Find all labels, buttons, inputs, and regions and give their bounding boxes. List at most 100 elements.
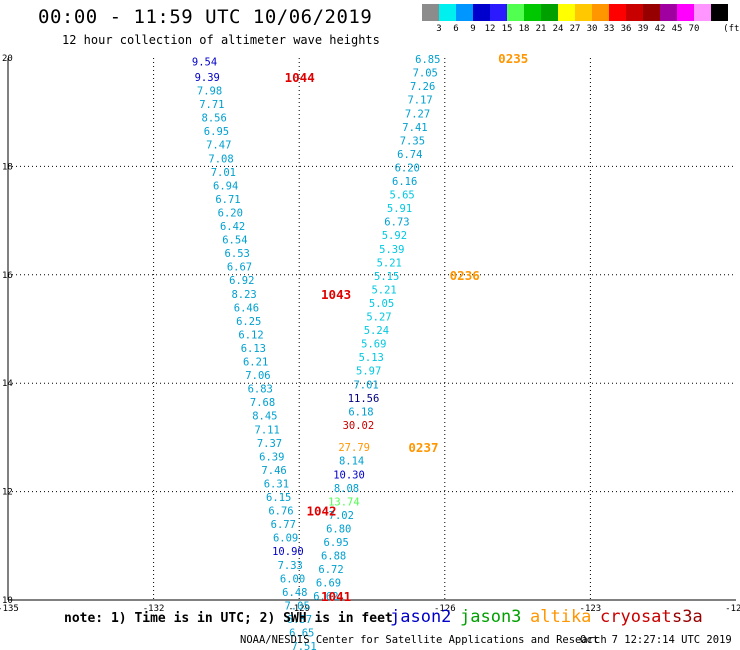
scale-label: 45 [671,24,683,34]
y-tick-label: 14 [2,379,13,389]
swh-observation: 6.85 [415,54,440,66]
scale-swatch [592,4,609,21]
swh-observation: 6.95 [324,537,349,549]
y-tick-label: 10 [2,596,13,606]
scale-swatch [524,4,541,21]
swh-observation: 5.65 [389,190,414,202]
swh-observation: 8.14 [339,456,364,468]
swh-observation: 6.69 [316,578,341,590]
scale-label: 33 [603,24,615,34]
swh-observation: 6.16 [392,176,417,188]
scale-swatch [694,4,711,21]
scale-label: 42 [654,24,666,34]
swh-observation: 7.35 [400,135,425,147]
scale-label: 36 [620,24,632,34]
scale-label: 30 [586,24,598,34]
scale-swatch [507,4,524,21]
swh-observation: 5.27 [366,312,391,324]
swh-observation: 6.25 [236,316,261,328]
y-tick-label: 20 [2,54,13,64]
pass-time-label: 0237 [408,440,438,455]
swh-observation: 7.02 [329,510,354,522]
swh-observation: 5.92 [382,230,407,242]
legend-jason2: jason2 [390,607,452,627]
swh-observation: 6.62 [313,591,338,603]
swh-observation: 7.01 [211,167,236,179]
x-tick-label: -120 [725,604,740,614]
swh-observation: 5.69 [361,339,386,351]
swh-observation: 6.21 [243,357,268,369]
scale-label: 18 [518,24,530,34]
swh-observation: 6.42 [220,221,245,233]
pass-time-label: 1044 [285,70,315,85]
scale-swatch [609,4,626,21]
scale-swatch [643,4,660,21]
swh-observation: 10.30 [333,469,365,481]
swh-observation: 8.08 [334,483,359,495]
credit-text: NOAA/NESDIS Center for Satellite Applica… [240,634,607,646]
swh-observation: 5.13 [359,352,384,364]
swh-observation: 6.54 [222,235,247,247]
swh-observation: 7.08 [208,153,233,165]
x-tick-label: -129 [288,604,310,614]
swh-observation: 5.15 [374,271,399,283]
pass-time-label: 1042 [306,504,336,519]
scale-label: 9 [470,24,476,34]
swh-observation: 7.71 [199,99,224,111]
pass-time-label: 1043 [321,287,351,302]
legend-cryosat: cryosat [600,607,672,627]
swh-observation: 7.37 [257,438,282,450]
swh-observation: 6.31 [264,478,289,490]
scale-unit: (ft) [723,24,740,34]
scale-swatch [626,4,643,21]
swh-observation: 6.48 [282,587,307,599]
swh-observation: 6.09 [273,533,298,545]
swh-observation: 8.23 [231,289,256,301]
legend-s3a: s3a [672,607,703,627]
swh-observation: 6.72 [318,564,343,576]
swh-observation: 7.06 [245,370,270,382]
swh-observation: 11.56 [348,393,380,405]
swh-observation: 6.20 [218,207,243,219]
swh-observation: 5.39 [379,244,404,256]
x-tick-label: -132 [143,604,165,614]
swh-observation: 5.21 [371,284,396,296]
scale-swatch [439,4,456,21]
swh-observation: 6.80 [326,523,351,535]
swh-observation: 6.12 [238,329,263,341]
y-tick-label: 12 [2,488,13,498]
swh-observation: 6.18 [348,406,373,418]
scale-swatch [473,4,490,21]
pass-time-label: 0235 [498,51,528,66]
legend-altika: altika [530,607,592,627]
scale-label: 15 [501,24,513,34]
scale-label: 24 [552,24,564,34]
pass-time-label: 1041 [321,589,351,604]
swh-observation: 6.73 [384,217,409,229]
swh-observation: 6.83 [248,384,273,396]
scale-swatch [456,4,473,21]
swh-observation: 7.11 [255,424,280,436]
swh-observation: 6.39 [259,451,284,463]
swh-observation: 8.45 [252,411,277,423]
swh-observation: 6.77 [271,519,296,531]
scale-label: 3 [436,24,442,34]
swh-observation: 7.17 [407,95,432,107]
swh-observation: 6.88 [321,551,346,563]
scale-label: 6 [453,24,459,34]
footer-note: note: 1) Time is in UTC; 2) SWH is in fe… [64,611,393,626]
swh-observation: 8.56 [202,113,227,125]
swh-observation: 9.39 [195,72,220,84]
swh-observation: 5.21 [377,257,402,269]
swh-observation: 6.71 [215,194,240,206]
x-tick-label: -135 [0,604,19,614]
swh-observation: 7.01 [353,379,378,391]
swh-observation: 6.20 [395,162,420,174]
swh-observation: 7.41 [402,122,427,134]
swh-observation: 6.76 [268,506,293,518]
y-tick-label: 18 [2,162,13,172]
swh-observation: 6.65 [289,628,314,640]
scale-label: 27 [569,24,581,34]
scale-swatch [711,4,728,21]
swh-observation: 6.67 [227,262,252,274]
